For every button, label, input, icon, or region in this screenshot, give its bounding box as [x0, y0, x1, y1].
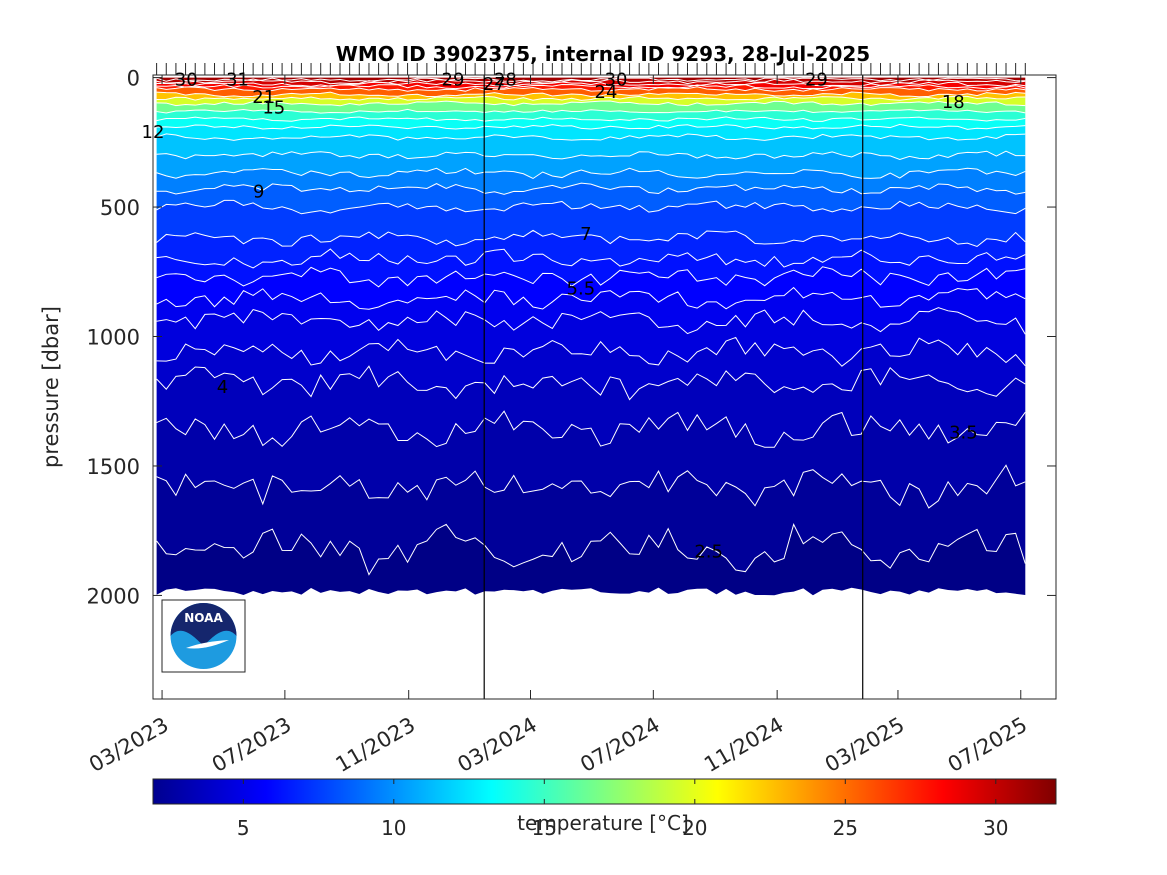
temperature-band [156, 287, 1026, 335]
contour-lines [156, 77, 1026, 576]
contour-label: 30 [175, 70, 198, 91]
colorbar [152, 778, 1057, 805]
contour-line [156, 266, 1026, 288]
noaa-logo-text: NOAA [184, 611, 223, 625]
temperature-band [156, 77, 1026, 82]
contour-line [156, 78, 1026, 85]
contour-line [156, 307, 1026, 335]
x-tick-label: 07/2024 [576, 713, 664, 777]
contour-line [156, 167, 1026, 180]
profile-ticks [156, 63, 1026, 75]
temperature-band [156, 101, 1026, 114]
y-axis: 0 500 1000 1500 2000 [87, 67, 1056, 608]
contour-label: 5.5 [567, 279, 596, 300]
contour-line [156, 229, 1026, 248]
colorbar-label: temperature [°C] [517, 811, 689, 835]
contour-label: 21 [252, 87, 275, 108]
colorbar-tick-label: 15 [532, 816, 557, 840]
contour-line [156, 133, 1026, 141]
contour-label: 4 [217, 377, 228, 398]
temperature-heatmap [156, 77, 1026, 596]
contour-line [156, 464, 1026, 509]
contour-label: 3.5 [949, 422, 978, 443]
x-tick-label: 11/2023 [332, 713, 420, 777]
y-tick-label: 1500 [87, 455, 140, 479]
contour-line [156, 86, 1026, 92]
temperature-band [156, 79, 1026, 87]
noaa-logo: NOAA [161, 599, 246, 673]
contour-line [156, 95, 1026, 101]
temperature-band [156, 183, 1026, 214]
contour-line [156, 410, 1026, 448]
y-axis-label: pressure [dbar] [39, 306, 63, 468]
temperature-band [156, 151, 1026, 179]
contour-line [156, 91, 1026, 98]
contour-line [156, 286, 1026, 310]
temperature-band [156, 307, 1026, 367]
temperature-band [156, 524, 1026, 596]
x-tick-label: 07/2025 [944, 713, 1032, 777]
contour-line [156, 199, 1026, 215]
contour-label: 18 [942, 92, 965, 113]
x-tick-label: 11/2024 [700, 713, 788, 777]
x-tick-label: 07/2023 [208, 713, 296, 777]
colorbar-ticks: 5 10 15 20 25 30 [237, 779, 1009, 840]
contour-label: 7 [580, 224, 591, 245]
temperature-band [156, 266, 1026, 310]
contour-line [156, 116, 1026, 122]
contour-line [156, 182, 1026, 195]
contour-label: 24 [595, 82, 618, 103]
contour-line [156, 523, 1026, 576]
colorbar-tick-label: 25 [833, 816, 858, 840]
contour-line [156, 100, 1026, 107]
temperature-band [156, 465, 1026, 575]
temperature-band [156, 249, 1026, 287]
contour-line [156, 77, 1026, 83]
y-tick-label: 500 [100, 196, 140, 220]
y-tick-label: 2000 [87, 584, 140, 608]
contour-line [156, 150, 1026, 161]
plot-frame [152, 74, 1057, 700]
temperature-band [156, 337, 1026, 400]
contour-label: 28 [494, 70, 517, 91]
y-tick-label: 1000 [87, 326, 140, 350]
contour-label: 15 [262, 97, 285, 118]
temperature-band [156, 133, 1026, 160]
contour-line [156, 365, 1026, 401]
contour-label: 29 [442, 70, 465, 91]
x-tick-label: 03/2025 [821, 713, 909, 777]
temperature-band [156, 124, 1026, 141]
colorbar-tick-label: 20 [682, 816, 707, 840]
temperature-band [156, 411, 1026, 508]
gap-lines [483, 75, 864, 699]
contour-line [156, 83, 1026, 90]
contour-label: 27 [483, 74, 506, 95]
temperature-band [156, 168, 1026, 195]
temperature-band [156, 230, 1026, 268]
chart-title: WMO ID 3902375, internal ID 9293, 28-Jul… [336, 42, 870, 66]
contour-label: 31 [226, 70, 249, 91]
colorbar-tick-label: 5 [237, 816, 250, 840]
contour-label: 9 [253, 182, 264, 203]
colorbar-tick-label: 10 [381, 816, 406, 840]
contour-label: 29 [805, 70, 828, 91]
temperature-band [156, 82, 1026, 89]
temperature-band [156, 366, 1026, 448]
contour-line [156, 248, 1026, 269]
x-tick-label: 03/2024 [453, 713, 541, 777]
contour-line [156, 123, 1026, 130]
contour-line [156, 108, 1026, 114]
x-tick-label: 03/2023 [85, 713, 173, 777]
contour-label: 2.5 [694, 541, 723, 562]
y-tick-label: 0 [127, 67, 140, 91]
colorbar-tick-label: 30 [983, 816, 1008, 840]
contour-line [156, 336, 1026, 367]
